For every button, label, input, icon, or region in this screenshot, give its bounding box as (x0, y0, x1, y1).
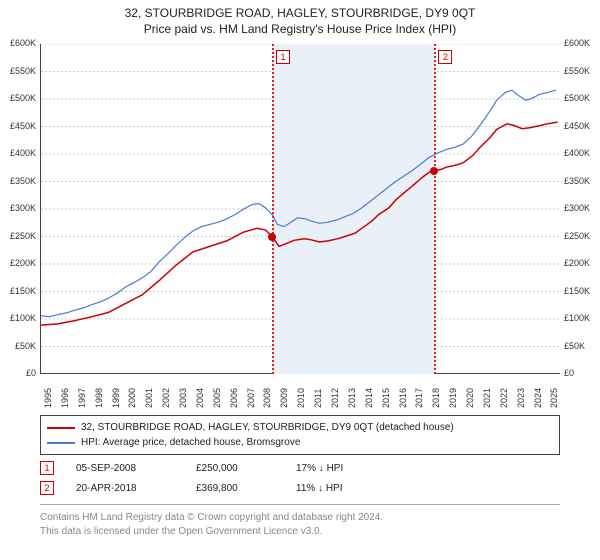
x-tick-label: 2013 (347, 388, 357, 408)
event-marker: 2 (438, 50, 452, 64)
table-row: 1 05-SEP-2008 £250,000 17% ↓ HPI (40, 458, 386, 478)
y-tick-label: £300K (564, 203, 600, 213)
y-tick-label: £0 (0, 368, 36, 378)
x-tick-label: 2024 (533, 388, 543, 408)
series-lines (41, 44, 561, 374)
y-axis-right: £0 £50K £100K £150K £200K £250K £300K £350K £400… (562, 38, 600, 378)
plot-box: 12 (40, 44, 560, 374)
x-tick-label: 2020 (465, 388, 475, 408)
chart-figure: 32, STOURBRIDGE ROAD, HAGLEY, STOURBRIDG… (0, 0, 600, 560)
y-tick-label: £350K (564, 176, 600, 186)
y-tick-label: £550K (564, 66, 600, 76)
transaction-diff: 17% ↓ HPI (296, 463, 386, 474)
x-tick-label: 1996 (60, 388, 70, 408)
chart-title: 32, STOURBRIDGE ROAD, HAGLEY, STOURBRIDG… (0, 6, 600, 20)
sale-dot (268, 233, 276, 241)
legend-swatch-property (47, 427, 75, 429)
y-tick-label: £250K (0, 231, 36, 241)
x-tick-label: 2001 (144, 388, 154, 408)
x-tick-label: 2000 (127, 388, 137, 408)
sale-dot (430, 167, 438, 175)
plot-area: 12 £0£50K£100K£150K£200K£250K£300K£350K£… (40, 44, 560, 374)
y-tick-label: £400K (564, 148, 600, 158)
x-tick-label: 2015 (381, 388, 391, 408)
y-tick-label: £100K (564, 313, 600, 323)
legend-label-property: 32, STOURBRIDGE ROAD, HAGLEY, STOURBRIDG… (81, 422, 454, 433)
x-tick-label: 2006 (229, 388, 239, 408)
x-tick-label: 2004 (195, 388, 205, 408)
x-tick-label: 2014 (364, 388, 374, 408)
legend-label-hpi: HPI: Average price, detached house, Brom… (81, 437, 300, 448)
transaction-table: 1 05-SEP-2008 £250,000 17% ↓ HPI 2 20-AP… (40, 458, 386, 498)
footnote-line: This data is licensed under the Open Gov… (40, 525, 560, 539)
y-tick-label: £350K (0, 176, 36, 186)
y-tick-label: £300K (0, 203, 36, 213)
table-row: 2 20-APR-2018 £369,800 11% ↓ HPI (40, 478, 386, 498)
x-tick-label: 2003 (178, 388, 188, 408)
x-tick-label: 2012 (330, 388, 340, 408)
y-axis-left: £0 £50K £100K £150K £200K £250K £300K £350K £400… (0, 38, 38, 378)
y-tick-label: £500K (0, 93, 36, 103)
x-tick-label: 2022 (499, 388, 509, 408)
footnote-line: Contains HM Land Registry data © Crown c… (40, 511, 560, 525)
x-tick-label: 1995 (43, 388, 53, 408)
x-tick-label: 2023 (516, 388, 526, 408)
legend-swatch-hpi (47, 442, 75, 444)
y-tick-label: £0 (564, 368, 600, 378)
y-tick-label: £600K (0, 38, 36, 48)
y-tick-label: £600K (564, 38, 600, 48)
transaction-marker: 2 (40, 481, 54, 495)
x-tick-label: 2007 (246, 388, 256, 408)
x-tick-label: 2019 (448, 388, 458, 408)
y-tick-label: £50K (564, 341, 600, 351)
y-tick-label: £450K (564, 121, 600, 131)
transaction-marker: 1 (40, 461, 54, 475)
y-tick-label: £400K (0, 148, 36, 158)
x-tick-label: 2021 (482, 388, 492, 408)
x-tick-label: 2025 (549, 388, 559, 408)
x-tick-label: 2009 (279, 388, 289, 408)
y-tick-label: £100K (0, 313, 36, 323)
titles: 32, STOURBRIDGE ROAD, HAGLEY, STOURBRIDG… (0, 0, 600, 36)
x-tick-label: 2002 (161, 388, 171, 408)
x-tick-label: 2017 (414, 388, 424, 408)
y-tick-label: £200K (564, 258, 600, 268)
event-line (272, 44, 274, 374)
transaction-diff: 11% ↓ HPI (296, 483, 386, 494)
event-line (434, 44, 436, 374)
x-tick-label: 2016 (398, 388, 408, 408)
transaction-price: £369,800 (196, 483, 296, 494)
x-tick-label: 2011 (313, 389, 323, 408)
transaction-price: £250,000 (196, 463, 296, 474)
y-tick-label: £450K (0, 121, 36, 131)
x-tick-label: 1997 (77, 388, 87, 408)
y-tick-label: £50K (0, 341, 36, 351)
y-tick-label: £200K (0, 258, 36, 268)
x-axis: 1995 1996 1997 1998 1999 2000 2001 2002 2003 2004… (40, 378, 560, 418)
x-tick-label: 1999 (111, 388, 121, 408)
footnote: Contains HM Land Registry data © Crown c… (40, 504, 560, 538)
y-tick-label: £150K (564, 286, 600, 296)
chart-subtitle: Price paid vs. HM Land Registry's House … (0, 22, 600, 36)
transaction-date: 05-SEP-2008 (76, 463, 196, 474)
legend-row-property: 32, STOURBRIDGE ROAD, HAGLEY, STOURBRIDG… (47, 420, 553, 435)
event-marker: 1 (276, 50, 290, 64)
y-tick-label: £250K (564, 231, 600, 241)
x-tick-label: 2010 (296, 388, 306, 408)
x-tick-label: 2008 (262, 388, 272, 408)
x-tick-label: 1998 (94, 388, 104, 408)
legend: 32, STOURBRIDGE ROAD, HAGLEY, STOURBRIDG… (40, 415, 560, 455)
x-tick-label: 2005 (212, 388, 222, 408)
y-tick-label: £550K (0, 66, 36, 76)
y-tick-label: £150K (0, 286, 36, 296)
y-tick-label: £500K (564, 93, 600, 103)
x-tick-label: 2018 (431, 388, 441, 408)
legend-row-hpi: HPI: Average price, detached house, Brom… (47, 435, 553, 450)
transaction-date: 20-APR-2018 (76, 483, 196, 494)
